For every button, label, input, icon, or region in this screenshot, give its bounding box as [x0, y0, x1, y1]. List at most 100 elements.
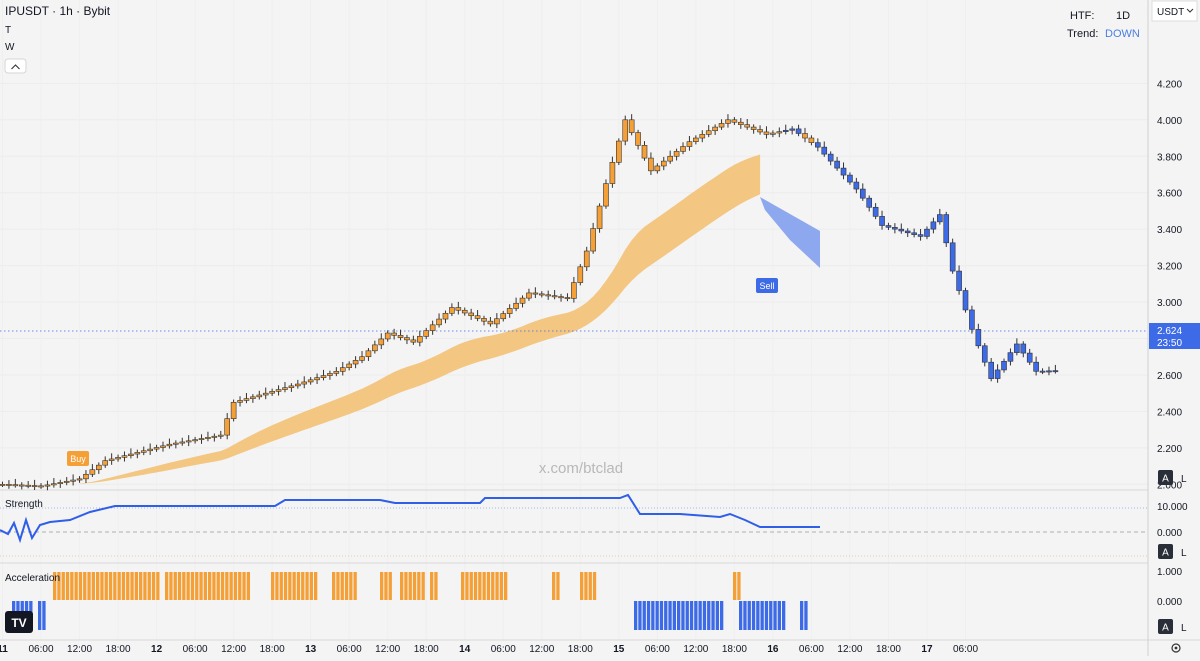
price-tick-label: 2.400	[1157, 407, 1182, 418]
gear-icon[interactable]	[1171, 643, 1181, 653]
price-tick-label: 2.200	[1157, 444, 1182, 455]
candle-body	[859, 188, 866, 199]
sell-signal[interactable]: Sell	[756, 278, 778, 293]
candle-body	[121, 455, 128, 458]
candle-body	[140, 450, 147, 453]
acceleration-bar	[229, 572, 233, 600]
acceleration-bar	[664, 601, 668, 630]
candle-body	[1007, 352, 1014, 362]
acceleration-bar	[233, 572, 238, 600]
countdown-timer: 23:50	[1157, 338, 1182, 349]
candle-body	[76, 478, 83, 481]
candle-body	[538, 293, 545, 296]
acceleration-bar	[552, 572, 556, 600]
acceleration-bar	[465, 572, 469, 600]
acceleration-bar	[739, 601, 743, 630]
candle-body	[1020, 343, 1027, 354]
acceleration-bar	[681, 601, 685, 630]
candle-body	[307, 379, 314, 383]
acceleration-bar	[212, 572, 216, 600]
candle-body	[558, 296, 564, 299]
acceleration-bar	[804, 601, 808, 630]
time-tick-label: 06:00	[491, 644, 516, 655]
log-scale-button-strength[interactable]: L	[1181, 548, 1187, 559]
auto-scale-button-acceleration[interactable]: A	[1158, 619, 1173, 634]
price-tick-label: 4.200	[1157, 79, 1182, 90]
acceleration-bar	[499, 572, 503, 600]
candle-body	[474, 315, 481, 319]
acceleration-bar	[113, 572, 117, 600]
acceleration-bar	[720, 601, 724, 630]
acceleration-bar	[588, 572, 592, 600]
price-tick-label: 2.000	[1157, 480, 1182, 491]
candle-body	[532, 292, 539, 295]
time-tick-label: 12:00	[837, 644, 862, 655]
acceleration-bar	[751, 601, 756, 630]
candle-body	[461, 309, 468, 314]
candle-body	[211, 435, 218, 438]
acceleration-bar	[305, 572, 309, 600]
candle-body	[1014, 343, 1020, 353]
time-tick-label: 15	[613, 644, 625, 655]
candle-body	[288, 385, 295, 389]
ema-band-bearish	[760, 197, 820, 268]
candle-body	[320, 375, 327, 378]
acceleration-bar	[651, 601, 655, 630]
time-axis[interactable]: 11 06:00 12:00 18:00 12 06:00 12:00 18:00 13 06:0…	[0, 644, 978, 655]
acceleration-bar	[733, 572, 737, 600]
buy-signal[interactable]: Buy	[67, 451, 89, 466]
acceleration-bar	[130, 572, 134, 600]
symbol-title[interactable]: IPUSDT · 1h · Bybit	[5, 4, 111, 18]
candle-body	[988, 361, 994, 379]
time-tick-label: 06:00	[29, 644, 54, 655]
price-axis[interactable]: 4.2004.0003.8003.6003.4003.2003.0002.800…	[1157, 79, 1182, 491]
candle-body	[173, 442, 179, 445]
auto-scale-button-strength[interactable]: A	[1158, 544, 1173, 559]
candle-body	[686, 141, 693, 147]
acceleration-bar	[182, 572, 186, 600]
acceleration-bar	[434, 572, 438, 600]
candle-body	[673, 151, 680, 157]
indicator-w[interactable]: W	[5, 42, 15, 53]
candle-body	[635, 132, 641, 146]
candle-body	[526, 292, 532, 299]
log-scale-button-main[interactable]: L	[1181, 474, 1187, 485]
acceleration-bar	[646, 601, 651, 630]
acceleration-bar	[491, 572, 495, 600]
candle-body	[616, 140, 622, 163]
candle-body	[802, 133, 808, 139]
acceleration-bar	[275, 572, 279, 600]
collapse-button[interactable]	[4, 58, 27, 74]
candle-body	[352, 360, 359, 365]
candle-body	[937, 214, 943, 223]
acceleration-bar	[737, 572, 741, 600]
candle-body	[230, 401, 237, 419]
auto-scale-button-main[interactable]: A	[1158, 470, 1173, 485]
candle-body	[250, 396, 256, 399]
currency-selector[interactable]: USDT	[1151, 0, 1198, 22]
acceleration-bar	[203, 572, 207, 600]
candle-body	[680, 146, 686, 152]
candle-body	[834, 160, 840, 169]
acceleration-bar	[592, 572, 597, 600]
time-tick-label: 12	[151, 644, 163, 655]
candle-body	[513, 302, 519, 309]
candle-body	[333, 371, 340, 374]
log-scale-button-acceleration[interactable]: L	[1181, 623, 1187, 634]
acceleration-bar	[430, 572, 434, 600]
acceleration-bar	[580, 572, 584, 600]
watermark: x.com/btclad	[539, 460, 623, 477]
acceleration-bar	[288, 572, 292, 600]
acceleration-bar	[53, 572, 57, 600]
time-tick-label: 13	[305, 644, 317, 655]
candle-body	[757, 129, 763, 133]
price-tick-label: 2.600	[1157, 371, 1182, 382]
tradingview-logo[interactable]: TV	[5, 611, 33, 633]
candle-body	[648, 157, 654, 172]
svg-text:A: A	[1162, 474, 1169, 485]
indicator-t[interactable]: T	[5, 25, 11, 36]
price-tick-label: 3.800	[1157, 152, 1182, 163]
acceleration-bar	[800, 601, 804, 630]
